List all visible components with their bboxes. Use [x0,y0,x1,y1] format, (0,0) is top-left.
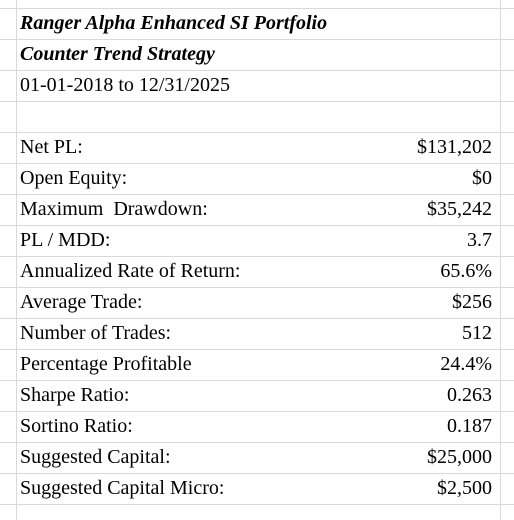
metric-label: Number of Trades: [20,322,172,344]
metric-label: Percentage Profitable [20,353,192,375]
metric-value: 3.7 [467,229,492,251]
grid-line [0,380,514,381]
grid-line [0,225,514,226]
metric-label: Open Equity: [20,167,128,189]
grid-line [0,442,514,443]
metric-value: $256 [452,291,492,313]
metric-value: 65.6% [440,260,492,282]
grid-line [16,0,17,520]
metric-value: 0.187 [447,415,492,437]
metric-label: Maximum Drawdown: [20,198,208,220]
metric-value: 0.263 [447,384,492,406]
grid-line [0,473,514,474]
metric-value: $0 [472,167,492,189]
grid-line [0,70,514,71]
metric-value: $2,500 [437,477,492,499]
grid-line [0,349,514,350]
metric-label: PL / MDD: [20,229,111,251]
grid-line [0,132,514,133]
title: Ranger Alpha Enhanced SI Portfolio [20,12,328,34]
metric-label: Sortino Ratio: [20,415,133,437]
grid-line [0,411,514,412]
grid-line [0,318,514,319]
metric-value: 512 [462,322,492,344]
metric-value: $35,242 [427,198,492,220]
metric-label: Average Trade: [20,291,143,313]
grid-line [0,101,514,102]
grid-line [500,0,501,520]
grid-line [0,256,514,257]
grid-line [0,194,514,195]
metric-label: Suggested Capital Micro: [20,477,225,499]
metric-value: 24.4% [440,353,492,375]
metric-value: $25,000 [427,446,492,468]
metric-value: $131,202 [417,136,492,158]
metric-label: Suggested Capital: [20,446,171,468]
grid-line [0,39,514,40]
grid-line [0,287,514,288]
metric-label: Annualized Rate of Return: [20,260,241,282]
metric-label: Sharpe Ratio: [20,384,130,406]
grid-line [0,163,514,164]
grid-line [0,8,514,9]
date-range: 01-01-2018 to 12/31/2025 [20,74,230,96]
metric-label: Net PL: [20,136,83,158]
grid-line [0,504,514,505]
subtitle: Counter Trend Strategy [20,43,215,65]
